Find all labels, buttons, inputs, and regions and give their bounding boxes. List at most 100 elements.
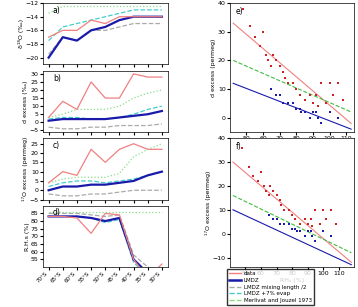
- Point: [302, 234, 308, 239]
- Point: [246, 164, 251, 169]
- Text: c): c): [53, 141, 60, 150]
- Point: [297, 92, 303, 97]
- Point: [302, 110, 308, 115]
- Point: [285, 101, 291, 106]
- Point: [313, 92, 319, 97]
- Point: [266, 212, 272, 217]
- Point: [297, 229, 303, 234]
- X-axis label: RHₛ (%): RHₛ (%): [280, 278, 304, 283]
- Point: [310, 234, 315, 239]
- Y-axis label: d excess (permeg): d excess (permeg): [212, 38, 216, 97]
- Point: [280, 69, 286, 74]
- Point: [305, 222, 311, 227]
- Point: [266, 193, 272, 198]
- Point: [292, 217, 298, 222]
- Point: [308, 217, 314, 222]
- Point: [305, 229, 311, 234]
- Point: [294, 87, 299, 91]
- Point: [247, 24, 253, 29]
- Point: [268, 87, 274, 91]
- Point: [240, 145, 245, 150]
- Point: [297, 107, 303, 111]
- Point: [255, 179, 261, 184]
- Point: [265, 58, 271, 63]
- Point: [335, 115, 341, 120]
- Point: [297, 222, 303, 227]
- Point: [290, 81, 296, 86]
- Point: [263, 52, 269, 57]
- Point: [285, 81, 291, 86]
- Point: [261, 184, 267, 188]
- Point: [277, 222, 282, 227]
- Y-axis label: ¹⁷O excess (permeg): ¹⁷O excess (permeg): [205, 170, 211, 235]
- Point: [323, 101, 329, 106]
- Point: [326, 81, 332, 86]
- Point: [252, 35, 258, 40]
- Point: [318, 121, 324, 126]
- Point: [302, 98, 308, 103]
- Point: [310, 110, 316, 115]
- Point: [281, 207, 287, 212]
- Point: [289, 227, 295, 231]
- Point: [277, 198, 282, 203]
- Point: [240, 6, 246, 11]
- Point: [250, 174, 256, 179]
- Point: [333, 222, 339, 227]
- Point: [270, 52, 276, 57]
- Point: [307, 115, 313, 120]
- Point: [313, 207, 318, 212]
- Point: [274, 58, 279, 63]
- Point: [257, 44, 263, 49]
- Point: [318, 81, 324, 86]
- Point: [335, 81, 341, 86]
- Y-axis label: d excess (‰): d excess (‰): [23, 80, 28, 122]
- Point: [310, 224, 315, 229]
- Point: [324, 217, 329, 222]
- Point: [286, 222, 292, 227]
- Point: [340, 98, 346, 103]
- Text: e): e): [236, 7, 244, 16]
- Point: [289, 212, 295, 217]
- Point: [279, 203, 284, 208]
- Y-axis label: R.H.s (%): R.H.s (%): [25, 222, 29, 251]
- Point: [274, 193, 280, 198]
- Point: [268, 64, 274, 68]
- Point: [294, 107, 299, 111]
- Point: [281, 222, 287, 227]
- Point: [274, 217, 280, 222]
- X-axis label: RHₛ (%): RHₛ (%): [280, 142, 304, 148]
- Text: b): b): [53, 74, 61, 83]
- Point: [267, 184, 273, 188]
- Point: [328, 207, 334, 212]
- Point: [294, 229, 300, 234]
- Point: [328, 234, 334, 239]
- Point: [274, 92, 279, 97]
- Point: [292, 227, 298, 231]
- Point: [271, 188, 276, 193]
- Text: a): a): [53, 6, 61, 15]
- Point: [260, 29, 266, 34]
- Point: [313, 110, 319, 115]
- Point: [277, 92, 282, 97]
- Point: [299, 110, 304, 115]
- Point: [263, 188, 268, 193]
- Point: [308, 229, 314, 234]
- Point: [258, 169, 264, 174]
- Point: [326, 110, 332, 115]
- Point: [320, 229, 326, 234]
- Point: [317, 222, 323, 227]
- Y-axis label: δ¹⁸O (‰): δ¹⁸O (‰): [18, 19, 24, 48]
- Text: f): f): [236, 142, 242, 151]
- Point: [277, 64, 282, 68]
- Point: [282, 75, 287, 80]
- Point: [313, 238, 318, 243]
- Point: [302, 217, 308, 222]
- Legend: data, LMDZ, LMDZ mixing length /2, LMDZ +7% evap, Merlivat and Jouzel 1973: data, LMDZ, LMDZ mixing length /2, LMDZ …: [227, 269, 314, 305]
- Point: [271, 217, 276, 222]
- Point: [286, 207, 292, 212]
- Point: [330, 92, 336, 97]
- Point: [290, 101, 296, 106]
- Point: [310, 101, 316, 106]
- Point: [320, 207, 326, 212]
- Point: [315, 104, 321, 109]
